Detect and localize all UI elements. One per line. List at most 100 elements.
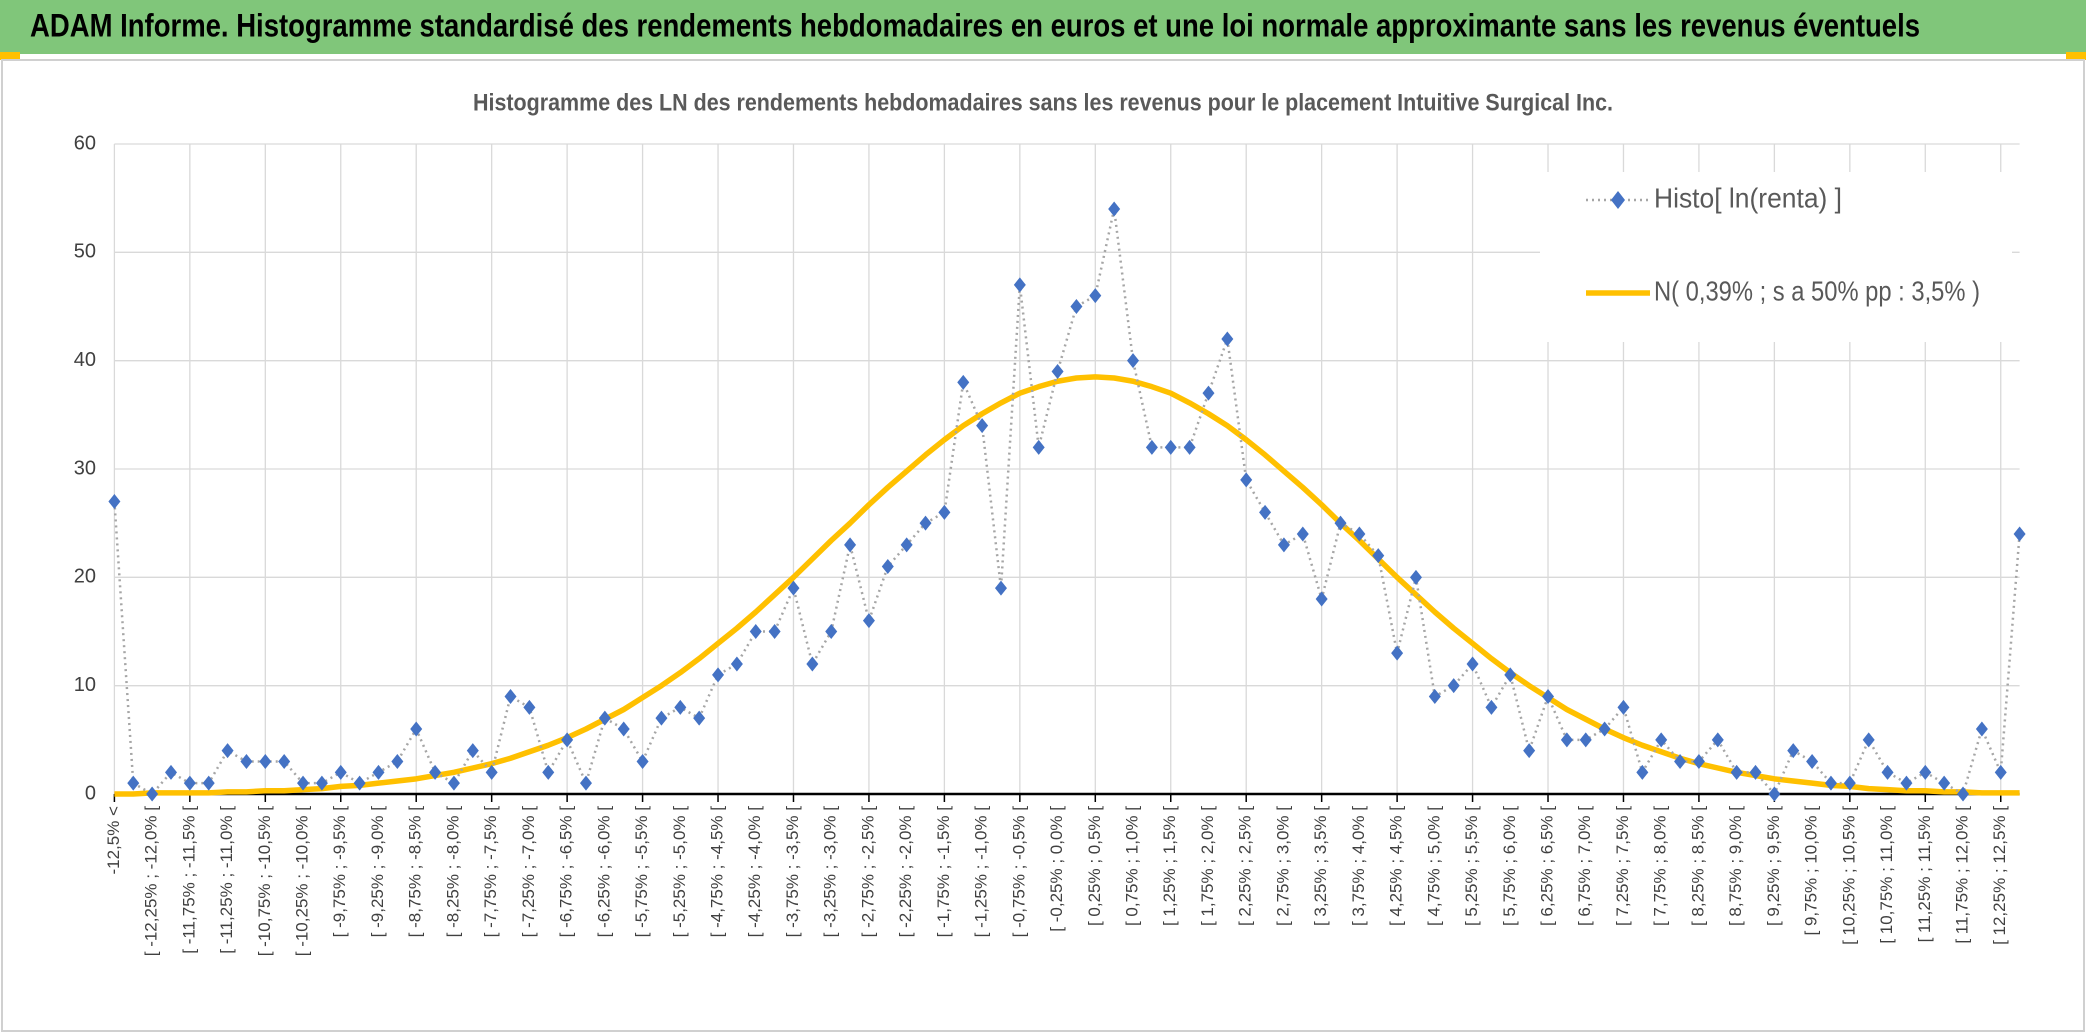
data-point [1636, 764, 1649, 780]
x-tick-label: [ -8,25% ; -8,0% [ [443, 806, 462, 938]
y-tick-label: 50 [74, 241, 96, 263]
data-point [1277, 537, 1290, 553]
data-point [1108, 201, 1121, 217]
data-point [579, 775, 592, 791]
data-point [1240, 472, 1253, 488]
y-tick-label: 10 [74, 674, 96, 696]
data-point [1221, 331, 1234, 347]
data-point [806, 656, 819, 672]
data-point [617, 721, 630, 737]
data-point [881, 559, 894, 574]
x-tick-label: [ -0,25% ; 0,0% [ [1047, 806, 1066, 932]
data-point [146, 786, 159, 802]
x-tick-label: -12,5% < [104, 806, 123, 875]
x-tick-label: [ 10,25% ; 10,5% [ [1839, 806, 1858, 945]
data-point [1787, 743, 1800, 759]
data-point [787, 580, 800, 596]
data-point [674, 699, 687, 715]
data-point [108, 494, 121, 509]
data-point [1372, 548, 1385, 564]
x-tick-label: [ 3,75% ; 4,0% [ [1349, 806, 1368, 926]
y-tick-label: 0 [85, 782, 96, 804]
data-point [655, 710, 668, 726]
data-point [862, 613, 875, 629]
x-tick-label: [ 5,75% ; 6,0% [ [1500, 806, 1519, 926]
legend-label: N( 0,39% ; s a 50% pp : 3,5% ) [1654, 275, 1980, 306]
data-point [1485, 699, 1498, 715]
data-point [278, 754, 291, 769]
data-point [334, 764, 347, 780]
x-tick-label: [ -6,75% ; -6,5% [ [557, 806, 576, 938]
data-point [542, 764, 555, 780]
x-tick-label: [ 11,25% ; 11,5% [ [1915, 806, 1934, 943]
data-point [1202, 385, 1215, 401]
data-point [1391, 645, 1404, 661]
data-point [429, 764, 442, 780]
x-tick-label: [ -9,75% ; -9,5% [ [330, 806, 349, 938]
data-point [1692, 754, 1705, 769]
x-tick-label: [ -4,75% ; -4,5% [ [708, 806, 727, 938]
x-tick-label: [ 0,25% ; 0,5% [ [1085, 806, 1104, 926]
data-point [1749, 764, 1762, 780]
data-point [1334, 515, 1347, 531]
header-bar [0, 0, 2086, 54]
data-point [315, 775, 328, 791]
data-point [259, 754, 272, 769]
data-point [1579, 732, 1592, 748]
data-point [712, 667, 725, 683]
data-point [1296, 526, 1309, 542]
data-point [1919, 764, 1932, 780]
x-tick-label: [ 5,25% ; 5,5% [ [1462, 806, 1481, 926]
data-point [1164, 439, 1177, 455]
data-point [1523, 743, 1536, 759]
data-point [1617, 699, 1630, 715]
data-point [447, 775, 460, 791]
data-point [1881, 764, 1894, 780]
data-point [297, 775, 310, 791]
data-point [693, 710, 706, 726]
data-point [1259, 504, 1272, 520]
x-tick-label: [ 0,75% ; 1,0% [ [1123, 806, 1142, 926]
data-point [410, 721, 423, 737]
data-point [1127, 353, 1140, 369]
x-tick-label: [ -11,75% ; -11,5% [ [179, 806, 198, 954]
data-point [825, 624, 838, 639]
data-point [1542, 689, 1555, 704]
data-point [1862, 732, 1875, 748]
data-point [768, 624, 781, 639]
data-point [1428, 689, 1441, 704]
x-tick-label: [ -10,75% ; -10,5% [ [255, 806, 274, 957]
data-point [1409, 569, 1422, 585]
data-point [938, 504, 951, 520]
data-point [1089, 288, 1102, 304]
data-point [1824, 775, 1837, 791]
data-point [372, 764, 385, 780]
chart-border [1, 59, 2085, 1032]
data-point [749, 624, 762, 639]
data-point [466, 743, 479, 759]
x-tick-label: [ -7,25% ; -7,0% [ [519, 806, 538, 938]
chart-title: Histogramme des LN des rendements hebdom… [473, 89, 1613, 116]
data-point [994, 580, 1007, 596]
x-tick-label: [ 2,75% ; 3,0% [ [1273, 806, 1292, 926]
data-point [561, 732, 574, 748]
data-point [164, 764, 177, 780]
x-tick-label: [ -9,25% ; -9,0% [ [368, 806, 387, 938]
x-tick-label: [ -11,25% ; -11,0% [ [217, 806, 236, 954]
x-tick-label: [ -1,25% ; -1,0% [ [972, 806, 991, 938]
data-point [844, 537, 857, 553]
header-corner [2066, 52, 2086, 60]
x-tick-label: [ 8,25% ; 8,5% [ [1688, 806, 1707, 926]
data-point [598, 710, 611, 726]
x-tick-label: [ 6,75% ; 7,0% [ [1575, 806, 1594, 926]
data-point [1560, 732, 1573, 748]
data-point [1711, 732, 1724, 748]
data-point [221, 743, 234, 759]
data-point [523, 699, 536, 715]
legend-marker [1611, 191, 1625, 209]
x-tick-label: [ -3,25% ; -3,0% [ [821, 806, 840, 938]
x-tick-label: [ 4,25% ; 4,5% [ [1387, 806, 1406, 926]
x-tick-label: [ 1,25% ; 1,5% [ [1160, 806, 1179, 926]
x-tick-label: [ -3,75% ; -3,5% [ [783, 806, 802, 938]
